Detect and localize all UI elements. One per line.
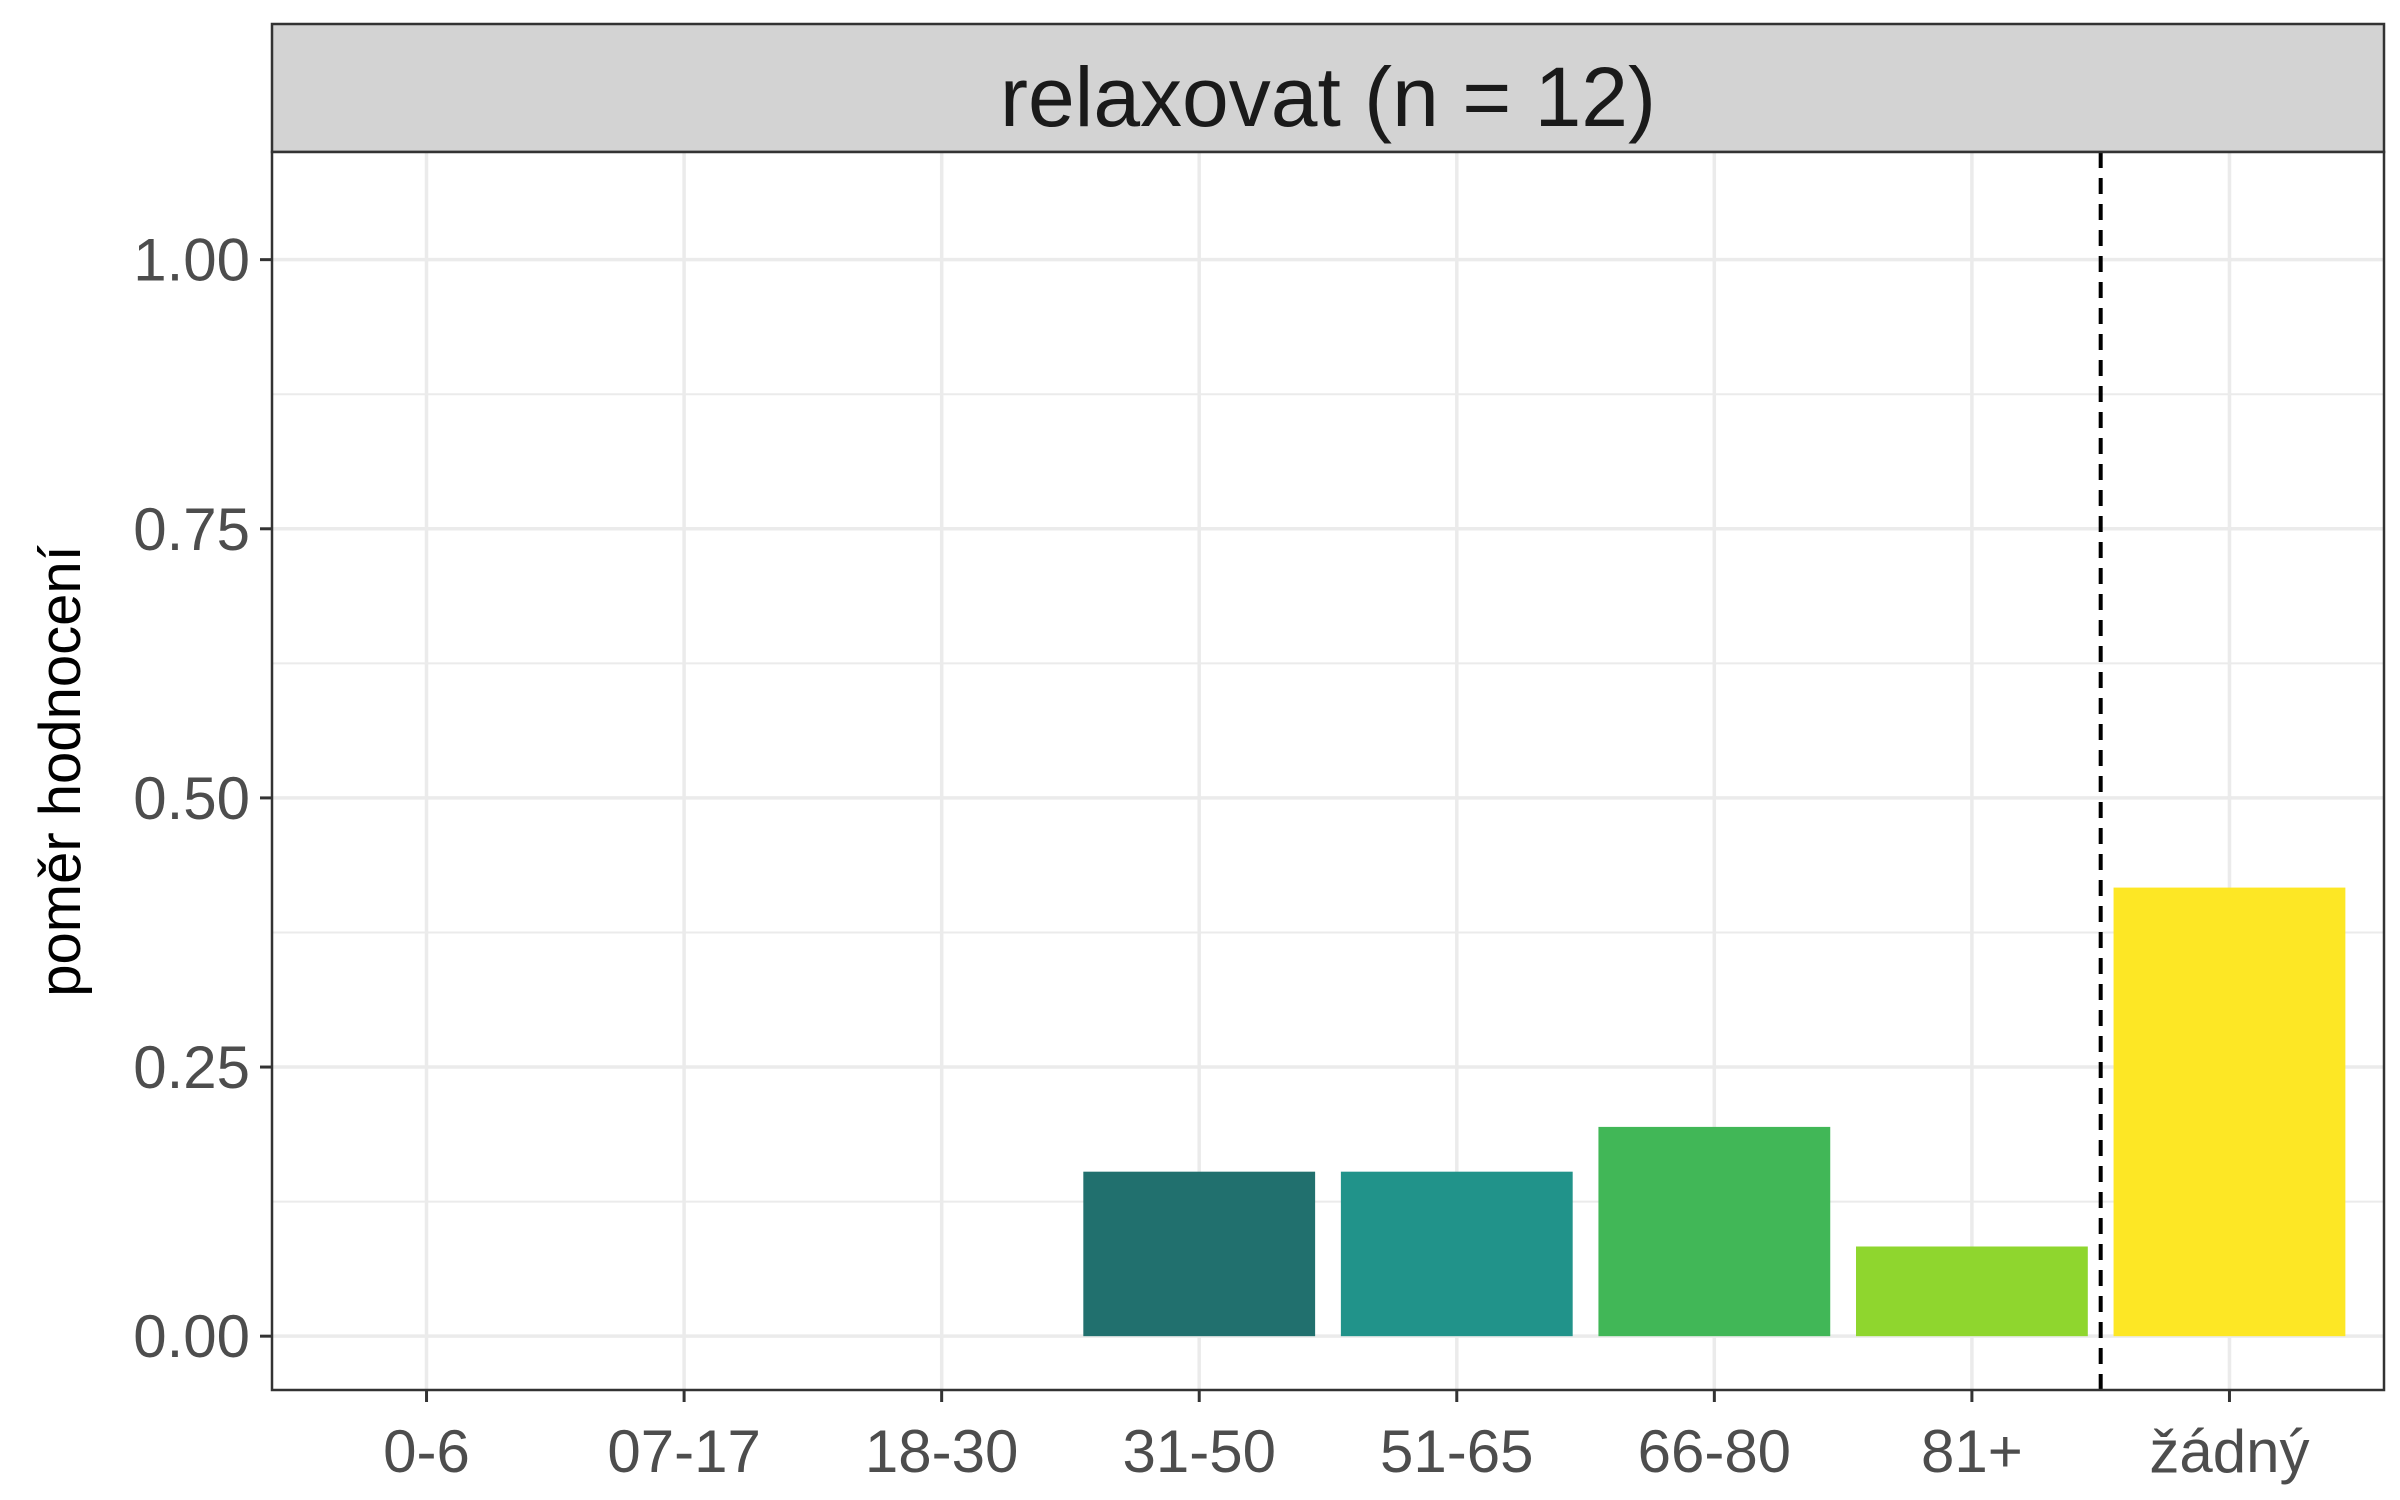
x-tick-label: 07-17 xyxy=(607,1418,760,1485)
y-tick-label: 0.75 xyxy=(133,496,250,563)
y-tick-label: 0.25 xyxy=(133,1034,250,1101)
x-tick-label: 18-30 xyxy=(865,1418,1018,1485)
y-tick-label: 0.00 xyxy=(133,1303,250,1370)
bar-31-50 xyxy=(1083,1171,1316,1337)
x-tick-label: 31-50 xyxy=(1122,1418,1275,1485)
x-tick-label: 81+ xyxy=(1921,1418,2023,1485)
x-axis: 0-6 07-17 18-30 31-50 51-65 66-80 81+ žádný xyxy=(383,1390,2310,1485)
facet-strip-title: relaxovat (n = 12) xyxy=(1000,50,1656,144)
minor-grid xyxy=(272,393,2384,1203)
y-tick-label: 1.00 xyxy=(133,227,250,294)
y-tick-label: 0.50 xyxy=(133,765,250,832)
x-tick-label: 66-80 xyxy=(1638,1418,1791,1485)
x-tick-label: 51-65 xyxy=(1380,1418,1533,1485)
y-axis-title: poměr hodnocení xyxy=(28,545,93,996)
major-grid xyxy=(272,152,2384,1390)
plot-panel xyxy=(272,152,2384,1390)
bar-žádný xyxy=(2113,887,2346,1337)
x-tick-label: 0-6 xyxy=(383,1418,470,1485)
bar-81+ xyxy=(1856,1246,2088,1337)
bar-51-65 xyxy=(1340,1171,1573,1337)
y-axis: 0.00 0.25 0.50 0.75 1.00 xyxy=(133,227,272,1370)
x-tick-label: žádný xyxy=(2149,1418,2309,1485)
bar-66-80 xyxy=(1598,1126,1831,1337)
facet-strip xyxy=(270,22,2386,154)
panel-border xyxy=(270,150,2386,1392)
bars xyxy=(1083,887,2346,1337)
